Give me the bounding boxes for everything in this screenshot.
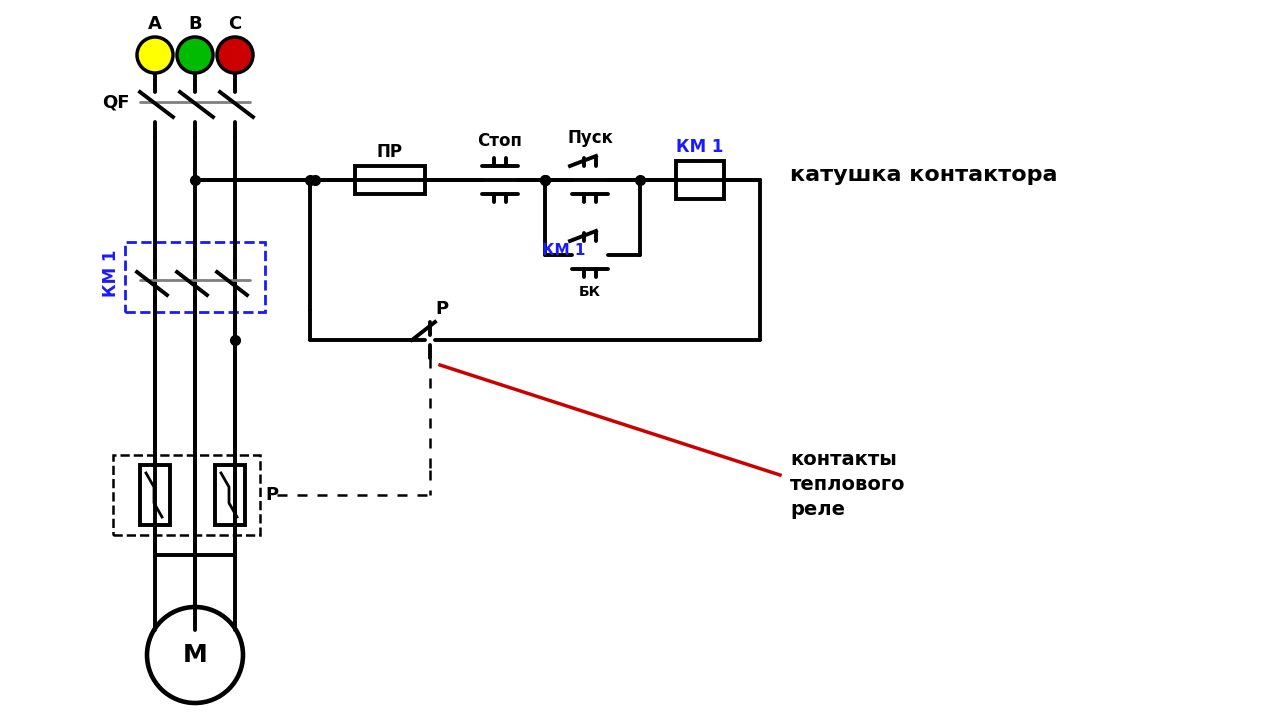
Text: БК: БК (579, 285, 602, 299)
Bar (215, 465, 244, 525)
Text: Р: Р (435, 300, 448, 318)
Text: Стоп: Стоп (477, 132, 522, 150)
Text: КМ 1: КМ 1 (541, 243, 585, 258)
Text: A: A (148, 15, 163, 33)
Bar (125, 242, 265, 312)
Circle shape (218, 37, 253, 73)
Text: QF: QF (102, 93, 131, 111)
Circle shape (137, 37, 173, 73)
Text: КМ 1: КМ 1 (676, 138, 723, 156)
Text: катушка контактора: катушка контактора (790, 165, 1057, 185)
Text: КМ 1: КМ 1 (102, 250, 120, 297)
Bar (676, 161, 724, 199)
Text: Р: Р (265, 486, 278, 504)
Bar (140, 465, 170, 525)
Text: Пуск: Пуск (567, 129, 613, 147)
Text: C: C (228, 15, 242, 33)
Text: B: B (188, 15, 202, 33)
Circle shape (177, 37, 212, 73)
Bar (113, 455, 260, 535)
Text: контакты
теплового
реле: контакты теплового реле (790, 450, 905, 519)
Text: ПР: ПР (378, 143, 403, 161)
Bar (355, 166, 425, 194)
Text: М: М (183, 643, 207, 667)
